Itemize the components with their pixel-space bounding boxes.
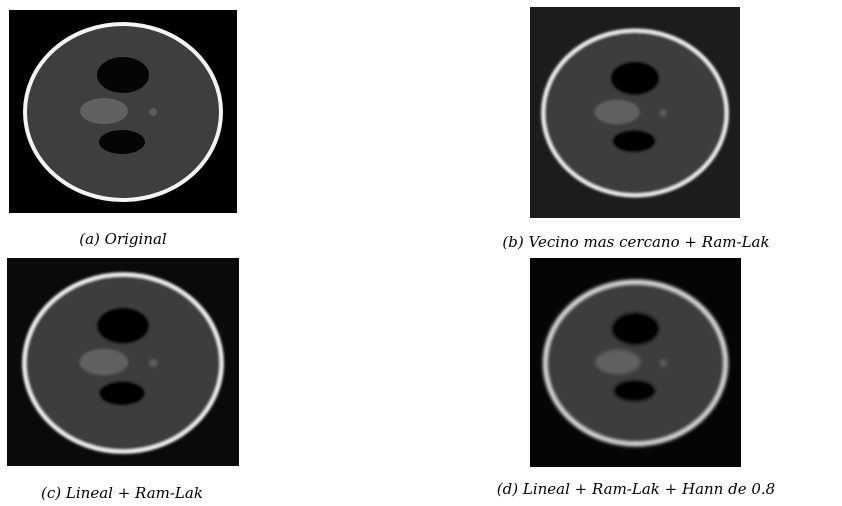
caption: (d) Lineal + Ram-Lak + Hann de 0.8	[497, 480, 775, 498]
caption: (b) Vecino mas cercano + Ram-Lak	[502, 233, 769, 251]
figure: (a) Original (b) Vecino mas cercano + Ra…	[0, 0, 842, 506]
caption: (a) Original	[79, 230, 167, 248]
page: (a) Original (b) Vecino mas cercano + Ra…	[0, 0, 842, 506]
image-b	[530, 7, 740, 218]
image-d	[530, 258, 741, 467]
caption: (c) Lineal + Ram-Lak	[41, 484, 203, 502]
image-c	[7, 258, 239, 466]
image-a	[9, 10, 237, 213]
